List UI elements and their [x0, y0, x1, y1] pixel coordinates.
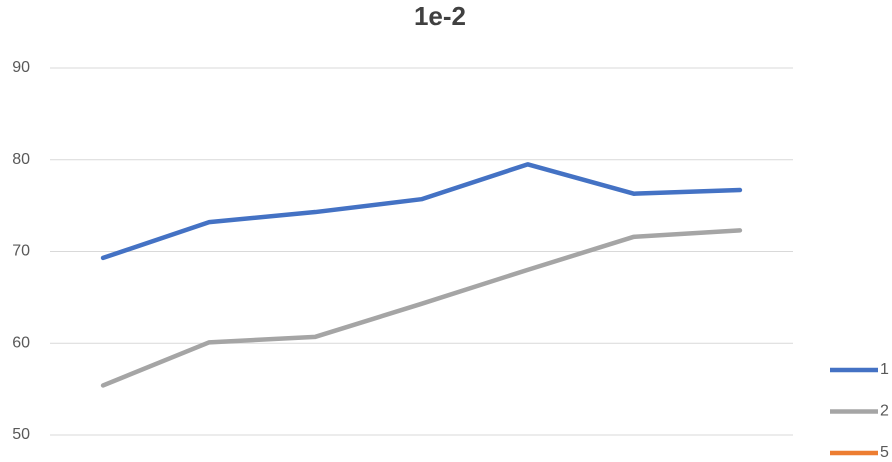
- y-tick-label: 70: [12, 243, 30, 260]
- legend-label: 2: [880, 403, 889, 420]
- chart-title: 1e-2: [414, 1, 466, 31]
- series-line: [100, 162, 743, 261]
- y-tick-label: 60: [12, 334, 30, 351]
- y-tick-label: 90: [12, 59, 30, 76]
- series-line: [100, 228, 743, 388]
- y-tick-label: 80: [12, 151, 30, 168]
- legend-label: 5: [880, 444, 889, 461]
- y-tick-label: 50: [12, 426, 30, 443]
- legend-label: 1: [880, 361, 889, 378]
